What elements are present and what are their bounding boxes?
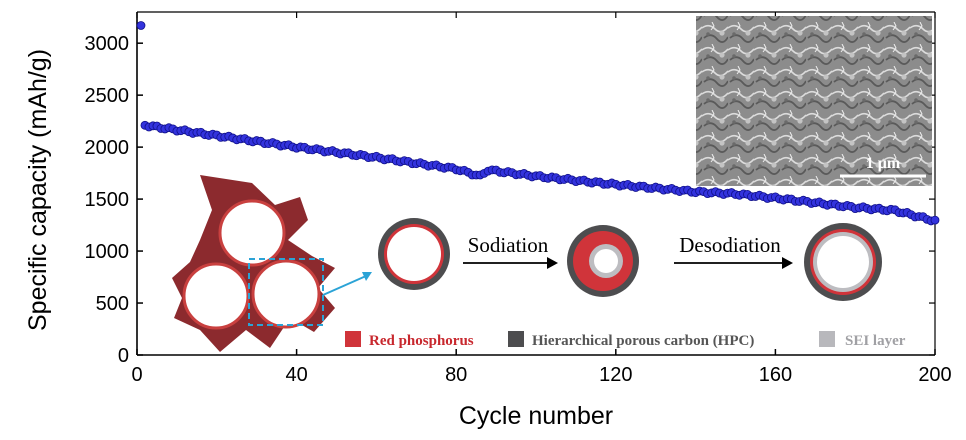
zoom-pointer-head	[362, 272, 372, 281]
desodiation-label: Desodiation	[679, 233, 781, 257]
data-points	[136, 21, 940, 226]
legend-label-red: Red phosphorus	[369, 333, 474, 349]
sphere-hole-top	[218, 199, 286, 267]
pristine-sphere	[378, 218, 450, 290]
sem-inset: 1 μm	[696, 16, 932, 186]
y-tick-label: 500	[96, 293, 129, 315]
x-tick-label: 80	[445, 364, 467, 386]
data-point	[930, 215, 940, 225]
y-tick-label: 1500	[85, 189, 130, 211]
sodiation-arrowhead	[547, 257, 558, 269]
legend-swatch-sei	[819, 331, 835, 347]
sphere-hole-left	[182, 262, 250, 330]
sodiation-label: Sodiation	[468, 233, 549, 257]
x-axis-title: Cycle number	[459, 402, 613, 430]
desodiated-sphere	[804, 223, 882, 301]
x-tick-label: 200	[918, 364, 951, 386]
zoom-pointer	[322, 275, 367, 296]
desodiation-arrowhead	[782, 257, 793, 269]
y-tick-label: 1000	[85, 241, 130, 263]
legend-swatch-carbon	[508, 331, 524, 347]
x-tick-label: 0	[131, 364, 142, 386]
y-axis-title: Specific capacity (mAh/g)	[24, 49, 52, 331]
x-tick-label: 40	[285, 364, 307, 386]
legend-label-carbon: Hierarchical porous carbon (HPC)	[532, 333, 754, 349]
x-tick-label: 160	[759, 364, 792, 386]
porous-carbon-spheres	[172, 175, 335, 352]
scale-bar-label: 1 μm	[866, 155, 901, 172]
sem-image	[696, 16, 932, 186]
schematic-legend: Red phosphorus Hierarchical porous carbo…	[345, 331, 906, 349]
y-tick-label: 0	[118, 345, 129, 367]
sphere-hole-right	[251, 259, 321, 329]
legend-label-sei: SEI layer	[845, 333, 906, 349]
y-tick-label: 2500	[85, 85, 130, 107]
data-point	[136, 21, 146, 30]
y-tick-label: 2000	[85, 137, 130, 159]
legend-swatch-red	[345, 331, 361, 347]
sodiated-sphere	[567, 225, 639, 297]
x-tick-label: 120	[599, 364, 632, 386]
y-tick-label: 3000	[85, 33, 130, 55]
